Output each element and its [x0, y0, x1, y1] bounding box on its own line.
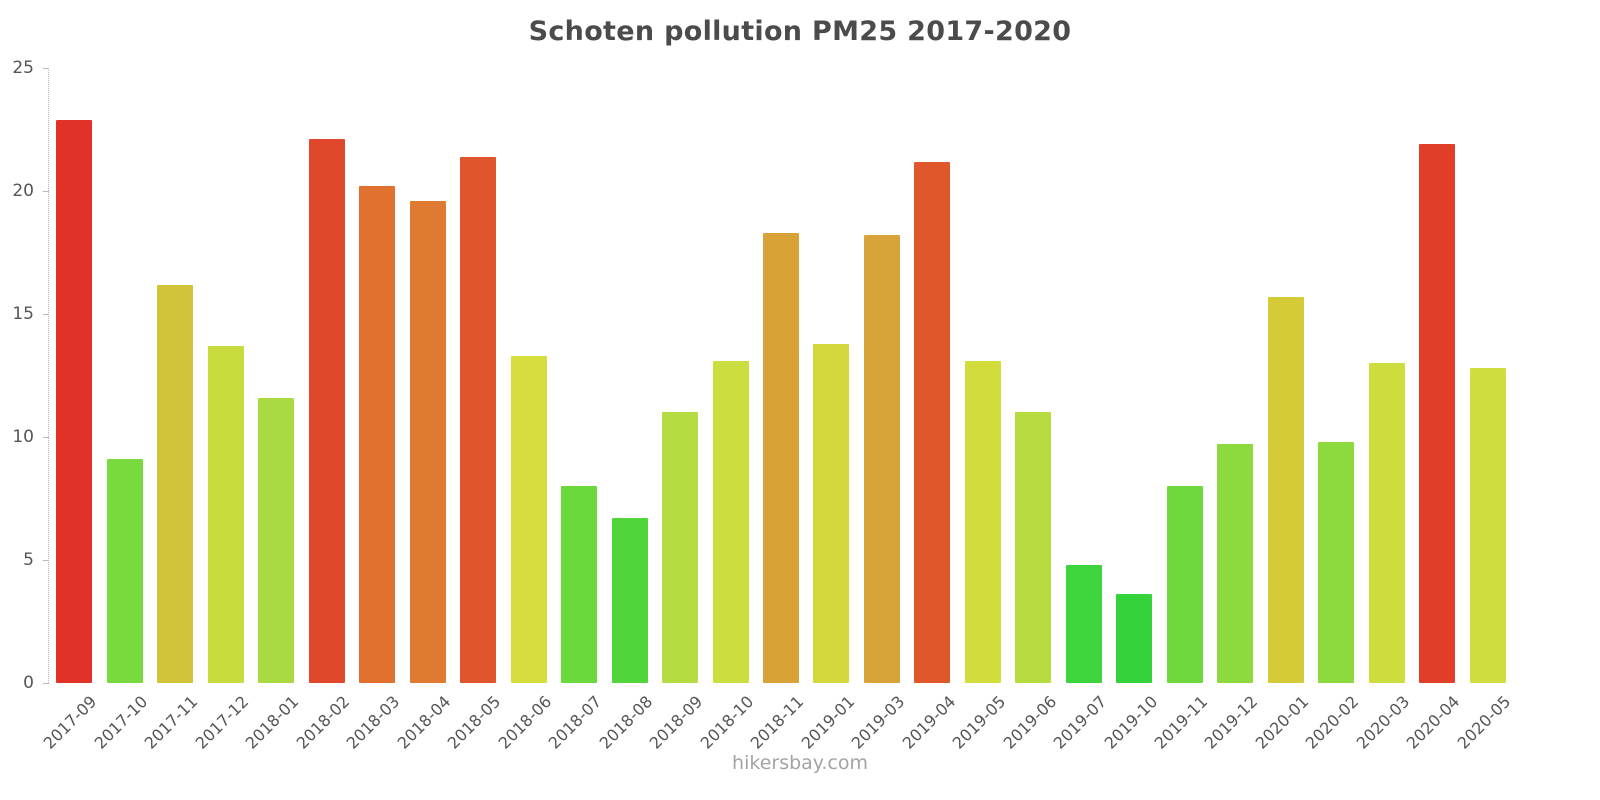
bar-2019-03	[863, 235, 900, 683]
y-axis-label: 20	[12, 181, 34, 201]
bar-2019-11	[1166, 486, 1203, 683]
bar-2018-08	[611, 518, 648, 683]
bar-2017-12	[207, 346, 244, 683]
bar-2019-12	[1217, 444, 1254, 683]
bar-2018-02	[308, 139, 345, 683]
bar-2019-07	[1065, 564, 1102, 683]
bar-2018-05	[460, 156, 497, 683]
bar-2019-06	[1015, 412, 1052, 683]
bar-2020-05	[1469, 368, 1506, 683]
source-watermark: hikersbay.com	[732, 752, 868, 774]
bar-2020-03	[1368, 363, 1405, 683]
bar-2019-01	[813, 343, 850, 683]
y-axis-tick	[43, 437, 49, 438]
chart-title: Schoten pollution PM25 2017-2020	[528, 16, 1072, 47]
bar-2018-06	[510, 355, 547, 683]
y-axis-tick	[43, 191, 49, 192]
bar-2017-09	[56, 119, 93, 683]
bar-2018-01	[258, 397, 295, 683]
y-axis-label: 5	[23, 550, 34, 570]
bar-2019-10	[1116, 594, 1153, 683]
y-axis-label: 15	[12, 304, 34, 324]
bar-2019-05	[964, 360, 1001, 683]
y-axis-label: 10	[12, 427, 34, 447]
bar-2018-10	[712, 360, 749, 683]
bar-2020-01	[1267, 296, 1304, 683]
bar-2019-04	[914, 161, 951, 683]
bar-2018-07	[561, 486, 598, 683]
y-axis-tick	[43, 560, 49, 561]
plot-area	[43, 68, 1512, 684]
bar-2020-04	[1419, 144, 1456, 683]
bar-2017-11	[157, 284, 194, 683]
bar-2018-09	[662, 412, 699, 683]
y-axis-label: 25	[12, 58, 34, 78]
bar-2018-03	[359, 186, 396, 683]
bar-2018-11	[763, 232, 799, 683]
y-axis-label: 0	[23, 673, 34, 693]
bar-2020-02	[1318, 441, 1355, 683]
bar-2018-04	[409, 200, 446, 683]
bar-2017-10	[106, 459, 143, 683]
y-axis-tick	[43, 68, 49, 69]
y-axis-tick	[43, 683, 49, 684]
y-axis: 0 5 10 15 20 25	[0, 60, 42, 692]
y-axis-tick	[43, 314, 49, 315]
